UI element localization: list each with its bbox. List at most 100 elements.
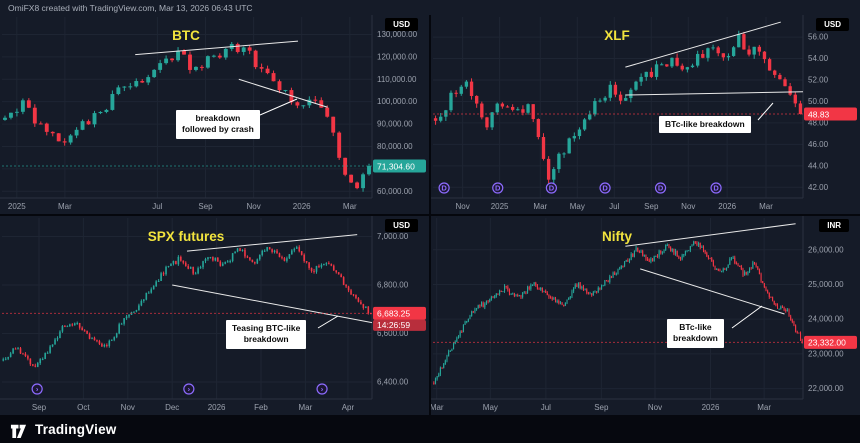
chart-panel-nifty: 26,000.00 25,000.00 24,000.00 23,000.00 22,0… bbox=[431, 216, 860, 415]
currency-badge-spx[interactable]: USD bbox=[385, 219, 418, 232]
svg-text:Apr: Apr bbox=[342, 403, 355, 412]
svg-text:14:26:59: 14:26:59 bbox=[377, 320, 410, 330]
chart-panel-xlf: D D D D D D 56.00 54.00 52.00 50.00 48.00 46.00 44.0… bbox=[431, 15, 860, 214]
svg-text:D: D bbox=[602, 184, 608, 193]
svg-text:Sep: Sep bbox=[198, 202, 213, 211]
annotation-nifty-breakdown[interactable]: BTc-like breakdown bbox=[667, 319, 724, 348]
currency-badge-xlf[interactable]: USD bbox=[816, 18, 849, 31]
tradingview-logo-icon[interactable] bbox=[10, 421, 27, 438]
svg-text:Jul: Jul bbox=[152, 202, 162, 211]
annotation-pointer bbox=[317, 315, 339, 329]
chart-panel-spx: › › › 7,000.00 6,800.00 6,600.00 6,400.00 Sep Oc… bbox=[0, 216, 429, 415]
svg-text:6,400.00: 6,400.00 bbox=[377, 378, 409, 387]
price-axis: 26,000.00 25,000.00 24,000.00 23,000.00 22,0… bbox=[808, 245, 844, 393]
svg-text:May: May bbox=[570, 202, 585, 211]
svg-text:›: › bbox=[188, 385, 191, 394]
time-axis: Mar May Jul Sep Nov 2026 Mar bbox=[431, 403, 771, 412]
svg-text:2025: 2025 bbox=[8, 202, 26, 211]
svg-text:Mar: Mar bbox=[299, 403, 313, 412]
svg-text:Sep: Sep bbox=[594, 403, 609, 412]
grid-lines bbox=[0, 216, 373, 400]
svg-text:6,800.00: 6,800.00 bbox=[377, 281, 409, 290]
annotation-xlf-breakdown[interactable]: BTc-like breakdown bbox=[659, 116, 751, 134]
svg-text:110,000.00: 110,000.00 bbox=[377, 75, 417, 84]
svg-text:D: D bbox=[441, 184, 447, 193]
chart-grid: 130,000.00 120,000.00 110,000.00 100,000.00… bbox=[0, 15, 860, 415]
last-price-badge: 71,304.60 bbox=[373, 159, 426, 173]
currency-badge-nifty[interactable]: INR bbox=[819, 219, 849, 232]
svg-text:71,304.60: 71,304.60 bbox=[377, 161, 415, 171]
svg-text:Jul: Jul bbox=[609, 202, 619, 211]
grid-lines bbox=[431, 15, 804, 199]
svg-text:Mar: Mar bbox=[343, 202, 357, 211]
svg-text:Mar: Mar bbox=[431, 403, 444, 412]
svg-text:Nov: Nov bbox=[681, 202, 695, 211]
attribution-text: OmiFX8 created with TradingView.com, Mar… bbox=[8, 2, 253, 13]
svg-text:120,000.00: 120,000.00 bbox=[377, 52, 418, 61]
svg-text:Nov: Nov bbox=[121, 403, 135, 412]
svg-text:48.83: 48.83 bbox=[808, 109, 830, 119]
svg-text:Feb: Feb bbox=[254, 403, 268, 412]
svg-text:23,000.00: 23,000.00 bbox=[808, 349, 844, 358]
svg-text:6,683.25: 6,683.25 bbox=[377, 309, 410, 319]
svg-text:Mar: Mar bbox=[533, 202, 547, 211]
svg-text:80,000.00: 80,000.00 bbox=[377, 142, 413, 151]
svg-text:2026: 2026 bbox=[208, 403, 226, 412]
svg-text:May: May bbox=[483, 403, 498, 412]
svg-text:2026: 2026 bbox=[702, 403, 720, 412]
svg-text:›: › bbox=[36, 385, 39, 394]
svg-text:›: › bbox=[321, 385, 324, 394]
time-axis: Sep Oct Nov Dec 2026 Feb Mar Apr bbox=[32, 403, 355, 412]
svg-text:2026: 2026 bbox=[718, 202, 736, 211]
nifty-candlestick-chart[interactable]: 26,000.00 25,000.00 24,000.00 23,000.00 22,0… bbox=[431, 216, 860, 415]
svg-text:Nov: Nov bbox=[648, 403, 662, 412]
svg-text:Dec: Dec bbox=[165, 403, 179, 412]
svg-text:56.00: 56.00 bbox=[808, 33, 829, 42]
svg-text:Sep: Sep bbox=[644, 202, 659, 211]
svg-text:90,000.00: 90,000.00 bbox=[377, 120, 413, 129]
svg-text:23,332.00: 23,332.00 bbox=[808, 338, 846, 348]
svg-text:Oct: Oct bbox=[77, 403, 90, 412]
annotation-pointer bbox=[731, 305, 763, 329]
spx-candlestick-chart[interactable]: › › › 7,000.00 6,800.00 6,600.00 6,400.00 Sep Oc… bbox=[0, 216, 429, 415]
chart-panel-btc: 130,000.00 120,000.00 110,000.00 100,000.00… bbox=[0, 15, 429, 214]
svg-text:D: D bbox=[549, 184, 555, 193]
annotation-pointer bbox=[259, 98, 298, 116]
footer-brand-bar: TradingView bbox=[0, 415, 860, 443]
annotation-pointer bbox=[757, 102, 774, 121]
svg-text:Mar: Mar bbox=[759, 202, 773, 211]
time-axis: 2025 Mar Jul Sep Nov 2026 Mar bbox=[8, 202, 357, 211]
svg-text:D: D bbox=[495, 184, 501, 193]
svg-text:46.00: 46.00 bbox=[808, 140, 829, 149]
annotation-spx-breakdown[interactable]: Teasing BTC-like breakdown bbox=[226, 320, 307, 349]
svg-text:100,000.00: 100,000.00 bbox=[377, 97, 418, 106]
grid-lines bbox=[431, 216, 804, 400]
svg-text:2026: 2026 bbox=[293, 202, 311, 211]
last-price-badge: 23,332.00 bbox=[804, 335, 857, 349]
currency-badge-btc[interactable]: USD bbox=[385, 18, 418, 31]
svg-text:D: D bbox=[713, 184, 719, 193]
svg-text:60,000.00: 60,000.00 bbox=[377, 187, 413, 196]
svg-text:Nov: Nov bbox=[246, 202, 260, 211]
svg-text:Jul: Jul bbox=[541, 403, 551, 412]
trendlines bbox=[172, 234, 373, 324]
event-markers: › › › bbox=[31, 383, 328, 395]
svg-text:7,000.00: 7,000.00 bbox=[377, 232, 409, 241]
snapshot-attribution-bar: OmiFX8 created with TradingView.com, Mar… bbox=[0, 0, 860, 15]
svg-text:52.00: 52.00 bbox=[808, 76, 829, 85]
svg-text:26,000.00: 26,000.00 bbox=[808, 245, 844, 254]
price-axis: 7,000.00 6,800.00 6,600.00 6,400.00 bbox=[377, 232, 409, 386]
btc-candlestick-chart[interactable]: 130,000.00 120,000.00 110,000.00 100,000.00… bbox=[0, 15, 429, 214]
svg-text:Mar: Mar bbox=[58, 202, 72, 211]
candles bbox=[433, 240, 803, 385]
brand-name[interactable]: TradingView bbox=[35, 421, 117, 437]
candles bbox=[3, 41, 371, 192]
trendlines bbox=[135, 40, 328, 108]
svg-text:6,600.00: 6,600.00 bbox=[377, 329, 409, 338]
annotation-btc-breakdown[interactable]: breakdown followed by crash bbox=[176, 110, 260, 139]
xlf-candlestick-chart[interactable]: D D D D D D 56.00 54.00 52.00 50.00 48.00 46.00 44.0… bbox=[431, 15, 860, 214]
svg-text:44.00: 44.00 bbox=[808, 161, 829, 170]
